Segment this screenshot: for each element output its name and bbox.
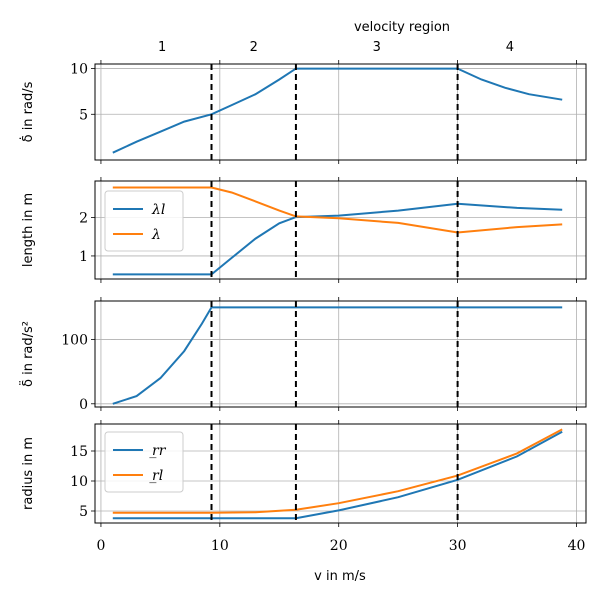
x-axis-label: v in m/s [314,569,366,584]
panel-angular-velocity: 5 10 δ̇ in rad/s [20,60,587,164]
legend-entry: r̲l [149,468,163,484]
legend-entry: r̲r [149,443,166,459]
x-tick-labels: 0 10 20 30 40 [96,538,585,554]
x-tick-label: 20 [330,538,348,554]
y-axis-label: δ̈ in rad/s² [20,321,36,387]
panel-length: 1 2 length in m λl λ [21,177,587,283]
y-tick-label: 10 [70,474,88,490]
x-tick-label: 40 [568,538,586,554]
region-label: 1 [158,40,166,55]
top-axis-label: velocity region [354,20,450,35]
axes-frame [94,63,587,161]
y-tick-label: 1 [79,249,88,265]
x-tick-label: 30 [449,538,467,554]
y-axis-label: length in m [21,193,36,267]
y-tick-label: 10 [70,62,88,78]
series-line-0 [112,430,563,520]
legend-box [104,190,184,252]
legend-entry: λl [151,202,165,218]
series-line-0 [112,67,563,154]
y-axis-label: radius in m [21,437,36,510]
x-tick-label: 0 [96,538,105,554]
y-tick-label: 2 [79,211,88,227]
series-line-0 [112,202,563,276]
region-label: 2 [250,40,258,55]
y-tick-label: 15 [70,444,88,460]
region-labels: 1 2 3 4 [158,40,514,55]
panel-angular-acceleration: 0 100 δ̈ in rad/s² [20,297,587,413]
series-line-1 [112,428,563,514]
axes-frame [94,423,587,524]
y-tick-label: 5 [79,107,88,123]
legend-entry: λ [151,227,161,243]
axes-frame [94,180,587,280]
axes-frame [94,300,587,408]
series-line-0 [112,306,563,405]
y-tick-label: 100 [61,333,88,349]
panel-radius: 5 10 15 radius in m r̲r r̲l [21,420,587,527]
y-tick-label: 0 [79,397,88,413]
y-axis-label: δ̇ in rad/s [20,81,36,142]
series-line-1 [112,186,563,234]
x-tick-label: 10 [211,538,229,554]
region-label: 3 [373,40,381,55]
y-tick-label: 5 [79,504,88,520]
region-label: 4 [506,40,514,55]
legend-box [104,431,184,493]
